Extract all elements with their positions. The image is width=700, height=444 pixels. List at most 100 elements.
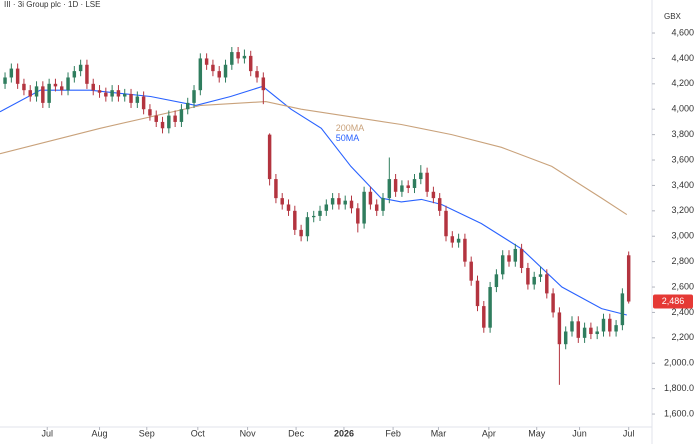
candle-body [519, 248, 524, 268]
candle-body [66, 77, 70, 91]
candle-body [160, 121, 165, 129]
candle-body [589, 327, 593, 335]
candle-body [192, 90, 196, 103]
candle-body [148, 109, 152, 116]
x-tick-label: Oct [191, 428, 206, 438]
candle-body [22, 83, 26, 91]
y-tick-label: 3,800 [671, 129, 694, 139]
series-label: 50MA [336, 133, 360, 143]
y-tick-label: 3,200 [671, 205, 694, 215]
price-tag-label: 2,486 [662, 296, 685, 306]
x-tick-label: May [528, 428, 546, 438]
candle-body [482, 306, 486, 328]
candle-body [595, 331, 599, 335]
candle-body [412, 179, 417, 188]
candle-body [110, 90, 114, 97]
chart-title: III · 3i Group plc · 1D · LSE [4, 0, 100, 9]
x-tick-label: Nov [240, 428, 257, 438]
candle-body [620, 293, 625, 326]
candle-body [104, 92, 108, 97]
x-tick-label: Jun [572, 428, 587, 438]
candle-body [41, 86, 45, 103]
x-tick-label: Apr [482, 428, 496, 438]
series-label: 200MA [336, 123, 365, 133]
candle-body [368, 191, 373, 205]
candle-body [507, 255, 511, 262]
candle-body [362, 191, 366, 224]
candle-body [563, 331, 568, 345]
candle-body [526, 267, 530, 285]
candle-body [545, 274, 549, 294]
y-tick-label: 3,400 [671, 180, 694, 190]
candle-body [167, 115, 171, 129]
candle-body [576, 321, 581, 338]
candle-body [223, 64, 228, 78]
candle-body [97, 90, 102, 93]
candle-body [217, 71, 221, 78]
candle-body [444, 210, 448, 237]
candle-body [475, 280, 480, 307]
candle-body [305, 217, 310, 237]
candle-body [494, 274, 499, 288]
x-tick-label: Jul [41, 428, 53, 438]
y-tick-label: 2,600 [671, 281, 694, 291]
candle-body [393, 179, 398, 192]
candle-body [374, 204, 379, 211]
candle-body [286, 204, 291, 211]
candle-body [204, 58, 209, 65]
candle-body [255, 71, 259, 78]
y-tick-label: 1,600.0 [664, 408, 694, 418]
candle-body [15, 68, 20, 84]
candle-body [582, 327, 587, 338]
candle-body [456, 238, 461, 243]
candle-body [330, 198, 335, 205]
candle-body [324, 204, 329, 211]
candle-body [91, 83, 95, 91]
candle-body [463, 238, 467, 262]
moving-average-line [0, 101, 628, 216]
candle-body [419, 172, 423, 180]
candle-body [274, 179, 278, 199]
y-tick-label: 2,000.0 [664, 358, 694, 368]
candle-body [551, 293, 555, 313]
candle-body [356, 208, 360, 224]
candle-body [60, 86, 64, 91]
candle-body [198, 58, 203, 91]
x-tick-label: 2026 [334, 428, 354, 438]
candle-body [116, 90, 121, 97]
candle-body [387, 179, 392, 199]
candle-body [261, 77, 266, 91]
candle-body [381, 198, 385, 211]
candle-body [47, 83, 51, 103]
candle-body [72, 71, 77, 78]
candle-body [267, 134, 272, 180]
x-tick-label: Aug [92, 428, 108, 438]
candle-body [141, 96, 146, 110]
candle-body [450, 236, 455, 243]
y-tick-label: 2,800 [671, 256, 694, 266]
candle-body [179, 109, 184, 122]
y-tick-label: 4,600 [671, 27, 694, 37]
candle-body [299, 229, 303, 237]
candle-body [236, 52, 240, 59]
price-tag [653, 294, 693, 309]
candle-body [500, 255, 505, 275]
candle-body [406, 185, 410, 188]
y-tick-label: 4,200 [671, 78, 694, 88]
candle-body [437, 198, 442, 211]
x-tick-label: Dec [288, 428, 305, 438]
candle-body [469, 261, 473, 281]
y-tick-label: 2,400 [671, 307, 694, 317]
candle-body [242, 55, 247, 59]
candle-body [211, 64, 215, 72]
candle-body [230, 52, 234, 65]
candle-body [538, 274, 543, 277]
candle-body [337, 198, 341, 205]
candle-body [349, 200, 354, 209]
candle-body [129, 93, 133, 103]
currency-label: GBX [664, 12, 682, 21]
candle-body [9, 68, 14, 78]
candle-body [532, 276, 536, 285]
candle-body [173, 115, 177, 122]
